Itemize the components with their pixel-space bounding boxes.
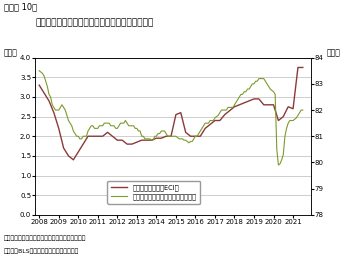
- Text: （注）雇用コスト指数（四半期）は前年同期比。: （注）雇用コスト指数（四半期）は前年同期比。: [4, 236, 86, 241]
- Text: （資料）BLSよりニッセイ基瞐研究所作成: （資料）BLSよりニッセイ基瞐研究所作成: [4, 249, 79, 254]
- Text: （図表 10）: （図表 10）: [4, 3, 37, 12]
- Text: （％）: （％）: [4, 48, 17, 57]
- Legend: 雇用コスト指数（ECI）, プライムエイジ労働参加率（右軸）: 雇用コスト指数（ECI）, プライムエイジ労働参加率（右軸）: [107, 181, 200, 204]
- Text: 雇用コスト指数およびプライムエイジ労働参加率: 雇用コスト指数およびプライムエイジ労働参加率: [35, 18, 154, 27]
- Text: （％）: （％）: [327, 48, 341, 57]
